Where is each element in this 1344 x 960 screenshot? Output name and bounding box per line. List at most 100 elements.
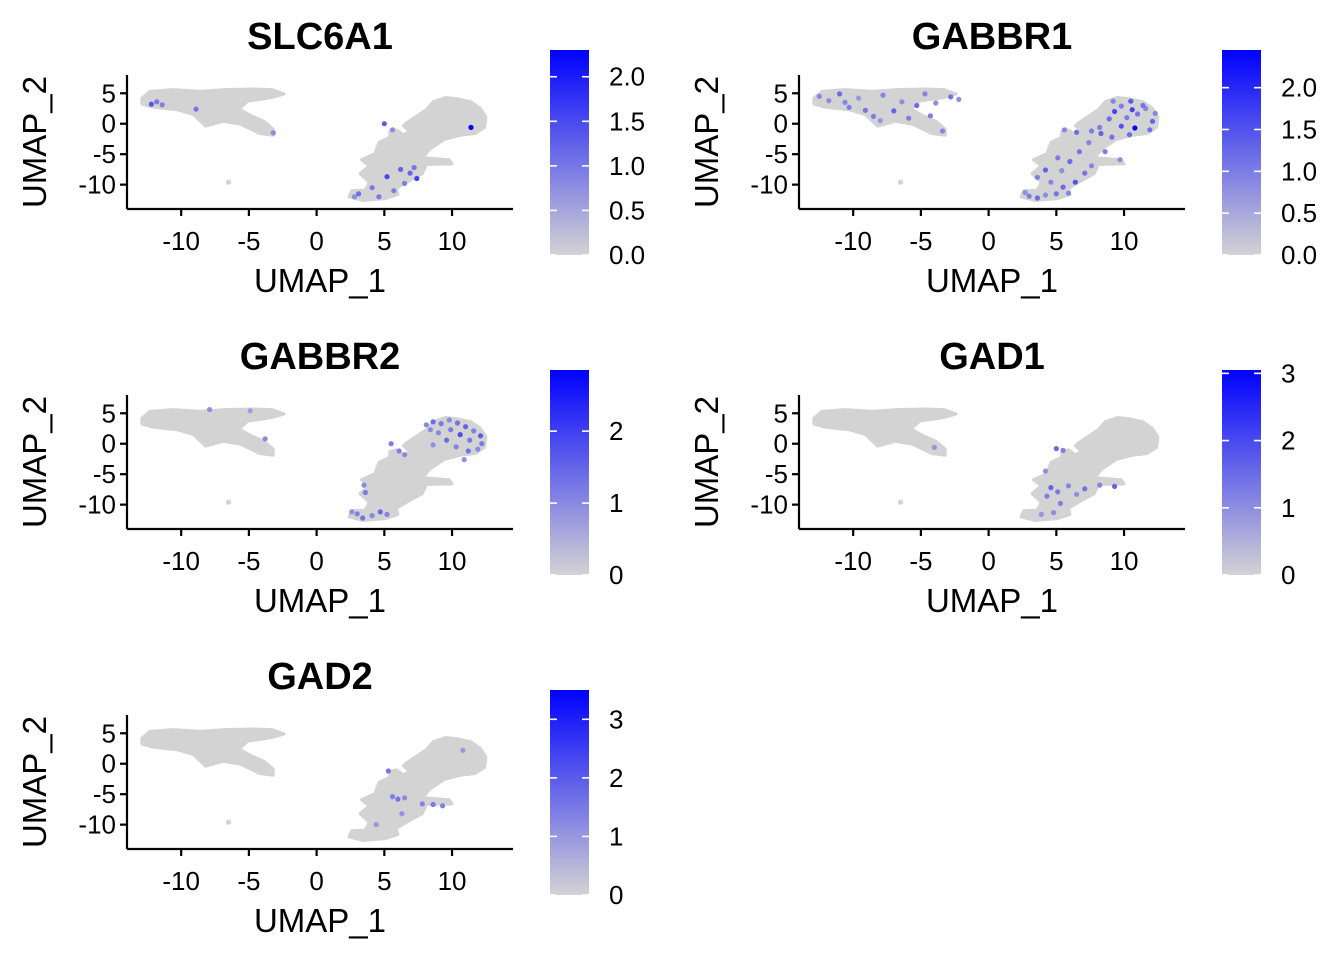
colorbar-label: 0 — [609, 880, 623, 910]
x-tick-label: 5 — [377, 546, 391, 576]
expressing-cell-point — [826, 98, 832, 104]
panel-title: GABBR2 — [240, 336, 400, 378]
colorbar: 0 1 2 3 — [1222, 358, 1295, 590]
cell-cluster-right — [347, 416, 488, 522]
expressing-cell-point — [1086, 140, 1092, 146]
cell-cluster-right — [1019, 416, 1160, 522]
colorbar-gradient — [1222, 370, 1261, 575]
expressing-cell-point — [1055, 155, 1061, 161]
expressing-cell-point — [430, 419, 436, 425]
expressing-cells — [816, 91, 1158, 201]
cell-cloud — [812, 407, 1160, 522]
expressing-cell-point — [1059, 168, 1065, 174]
expressing-cell-point — [398, 166, 404, 172]
expressing-cell-point — [1149, 118, 1156, 124]
y-tick-label: 0 — [102, 109, 116, 139]
expressing-cell-point — [479, 441, 485, 447]
expressing-cell-point — [1055, 489, 1061, 495]
expressing-cell-point — [361, 482, 367, 488]
x-axis-title: UMAP_1 — [254, 262, 386, 299]
expressing-cell-point — [846, 104, 852, 110]
expressing-cell-point — [1109, 134, 1115, 140]
expressing-cell-point — [1097, 482, 1103, 488]
cell-cluster-right — [347, 736, 488, 842]
expressing-cell-point — [453, 444, 459, 450]
expressing-cell-point — [1124, 115, 1130, 121]
expressing-cell-point — [247, 408, 253, 414]
x-tick-label: 0 — [981, 226, 995, 256]
expressing-cell-point — [842, 99, 848, 105]
expressing-cell-point — [369, 185, 375, 191]
expressing-cell-point — [381, 121, 387, 127]
colorbar-label: 1.5 — [1281, 114, 1317, 144]
cell-cloud — [140, 87, 488, 202]
y-axis-title: UMAP_2 — [688, 76, 725, 208]
panel-gabbr1: GABBR1-10 -5 0 5 1050-5-10UMAP_1UMAP_20.00.5… — [688, 16, 1317, 299]
expressing-cell-point — [1106, 116, 1112, 122]
x-tick-label: -10 — [834, 226, 872, 256]
x-axis-title: UMAP_1 — [254, 582, 386, 619]
expressing-cell-point — [399, 811, 405, 817]
expressing-cell-point — [396, 448, 402, 454]
expressing-cell-point — [369, 513, 375, 519]
expressing-cell-point — [948, 94, 954, 100]
expressing-cell-point — [356, 191, 362, 197]
expressing-cell-point — [446, 417, 452, 423]
x-axis-title: UMAP_1 — [254, 902, 386, 939]
expressing-cell-point — [1074, 129, 1080, 135]
expressing-cell-point — [933, 100, 939, 106]
expressing-cell-point — [1082, 486, 1088, 492]
expressing-cell-point — [154, 99, 160, 105]
x-tick-label: -10 — [162, 226, 200, 256]
expressing-cell-point — [457, 432, 463, 438]
expressing-cell-point — [1147, 127, 1153, 133]
expressing-cell-point — [1097, 124, 1103, 130]
expressing-cell-point — [1118, 103, 1124, 109]
colorbar-gradient — [1222, 50, 1261, 255]
expressing-cell-point — [1060, 447, 1066, 453]
expressing-cell-point — [891, 108, 897, 114]
colorbar-label: 0 — [609, 560, 623, 590]
x-tick-label: -10 — [162, 866, 200, 896]
x-tick-label: 5 — [377, 866, 391, 896]
expressing-cell-point — [465, 448, 471, 454]
y-tick-label: 5 — [102, 78, 116, 108]
expressing-cell-point — [1057, 500, 1063, 506]
expressing-cell-point — [1053, 446, 1059, 452]
y-tick-label: 5 — [102, 718, 116, 748]
expressing-cell-point — [1132, 125, 1138, 131]
expressing-cell-point — [1088, 163, 1095, 169]
expressing-cell-point — [262, 436, 268, 442]
y-tick-label: 0 — [102, 429, 116, 459]
expressing-cell-point — [1042, 192, 1049, 198]
expressing-cell-point — [1082, 170, 1088, 176]
expressing-cell-point — [444, 437, 450, 443]
colorbar-label: 1 — [609, 821, 623, 851]
cell-cluster-left — [140, 87, 286, 137]
x-tick-label: -5 — [237, 866, 260, 896]
expressing-cell-point — [1051, 509, 1057, 516]
expressing-cell-point — [877, 118, 883, 124]
x-tick-label: 5 — [1049, 546, 1063, 576]
expressing-cell-point — [1053, 191, 1059, 197]
expressing-cell-point — [1042, 167, 1049, 173]
colorbar-label: 1.5 — [609, 106, 645, 136]
y-axis-title: UMAP_2 — [16, 396, 53, 528]
expressing-cell-point — [1126, 132, 1133, 138]
expressing-cell-point — [407, 170, 413, 176]
expressing-cell-point — [1117, 157, 1123, 163]
panel-title: GAD1 — [939, 336, 1045, 378]
x-tick-label: 5 — [377, 226, 391, 256]
expressing-cell-point — [349, 509, 355, 515]
x-tick-label: 10 — [438, 226, 467, 256]
colorbar: 0.0 0.5 1.0 1.5 2.0 — [550, 50, 645, 270]
colorbar-label: 0.0 — [609, 240, 645, 270]
expressing-cell-point — [914, 102, 920, 109]
expressing-cell-point — [384, 511, 390, 517]
expressing-cell-point — [1042, 468, 1049, 474]
